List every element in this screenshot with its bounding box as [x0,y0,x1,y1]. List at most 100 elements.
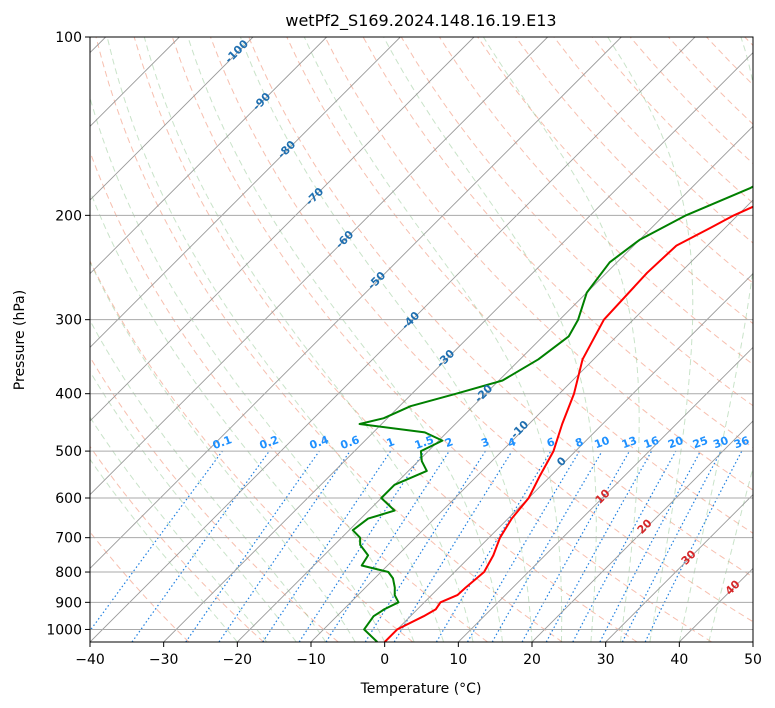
dry-adiabat [706,37,753,86]
series-line-0 [383,205,753,642]
dry-adiabat-label: -40 [399,309,422,332]
mixing-ratio-label: 0.6 [339,433,362,452]
chart-title: wetPf2_S169.2024.148.16.19.E13 [285,11,556,31]
dry-adiabat [210,37,753,623]
dry-adiabat [668,37,753,125]
mixing-ratio-label: 36 [732,434,751,452]
x-tick-label: 20 [523,652,541,668]
axes: −40 −30 −20 −10 0 10 20 30 40 5010009008007006005… [46,30,762,668]
dry-adiabat [591,37,753,204]
moist-adiabat-label: 20 [635,516,655,536]
isotherm-line [752,641,753,642]
moist-adiabat [90,319,327,642]
moist-adiabat-label: 30 [679,547,699,567]
x-tick-label: −10 [296,652,326,668]
x-tick-label: 30 [597,652,615,668]
mixing-ratio-label: 30 [711,434,730,452]
y-tick-label: 200 [55,208,82,224]
moist-adiabat [383,37,597,642]
y-tick-label: 1000 [46,622,82,638]
x-tick-label: −20 [223,652,253,668]
moist-adiabat [678,37,753,642]
isotherm-line [90,37,401,348]
dry-adiabat [90,259,414,642]
mixing-ratio-label: 0.1 [211,433,234,452]
mixing-ratio-label: 0.2 [258,433,281,452]
isotherm-line [90,37,475,422]
isotherm-line [90,37,548,496]
x-tick-label: −30 [149,652,179,668]
dry-adiabat [744,37,753,47]
dry-adiabat-label: -50 [365,269,388,292]
mixing-ratio-line [185,450,320,642]
moist-adiabat [90,458,238,642]
x-tick-label: 0 [380,652,389,668]
mixing-ratio-line [298,450,425,642]
dry-adiabat [133,37,638,642]
mixing-ratio-line [572,450,677,642]
isotherm-line [679,567,753,642]
x-tick-label: −40 [75,652,105,668]
isotherm-line [237,125,753,642]
dry-adiabat [90,150,488,642]
dry-adiabat [286,37,753,534]
mixing-ratio-label: 13 [620,434,639,451]
dry-adiabat [171,37,712,642]
mixing-ratio-label: 10 [593,434,612,452]
mixing-ratio-line [218,450,351,642]
dry-adiabat-label: -100 [222,37,251,66]
isotherm-line [605,494,753,642]
dry-adiabat [515,37,753,284]
dry-adiabat [90,531,190,642]
mixing-ratio-label: 8 [573,435,585,450]
mixing-ratio-label: 1.5 [413,433,436,452]
mixing-ratio-label: 6 [545,435,557,450]
mixing-ratio-line [325,450,450,642]
isotherm-line [90,37,254,201]
mixing-ratio-line [521,450,631,642]
moist-adiabat [187,37,503,642]
moist-adiabat [90,370,297,642]
isotherm-line [90,37,622,569]
series-group [351,185,753,642]
y-tick-label: 600 [55,491,82,507]
mixing-ratio-line [90,450,223,632]
dry-adiabat-label: -30 [434,347,457,370]
y-axis-label: Pressure (hPa) [12,290,28,390]
mixing-ratio-label: 3 [479,435,491,450]
isotherm-line [90,37,327,275]
y-tick-label: 300 [55,313,82,329]
mixing-ratio-line [131,450,270,642]
dry-adiabat [90,356,339,642]
y-tick-label: 500 [55,444,82,460]
y-tick-label: 400 [55,387,82,403]
mixing-ratio-line [599,450,702,642]
isotherm-line [163,52,753,642]
mixing-ratio-line [466,450,580,642]
mixing-ratio-line [393,450,513,642]
dry-adiabat [90,445,264,642]
background-lines [90,37,753,642]
moist-adiabat-label: 40 [723,577,743,597]
moist-adiabat [90,189,386,642]
y-tick-label: 100 [55,30,82,46]
mixing-ratio-line [644,450,743,642]
moist-adiabat [303,37,563,642]
mixing-ratio-label: 2 [443,435,455,450]
moist-adiabat [90,260,356,642]
series-line-1 [351,185,753,642]
x-tick-label: 50 [744,652,762,668]
moist-adiabat [90,416,268,642]
x-axis-label: Temperature (°C) [360,681,482,697]
isotherm-line [90,37,696,642]
isotherm-line [458,346,753,642]
isotherm-line [384,273,753,642]
isotherm-line [531,420,753,642]
moist-adiabat-label: 0 [554,454,569,469]
mixing-ratio-label: 1 [385,435,397,450]
y-tick-label: 900 [55,595,82,611]
moist-adiabat [607,37,694,642]
dry-adiabat-label: -80 [275,138,298,161]
dry-adiabat [553,37,753,244]
